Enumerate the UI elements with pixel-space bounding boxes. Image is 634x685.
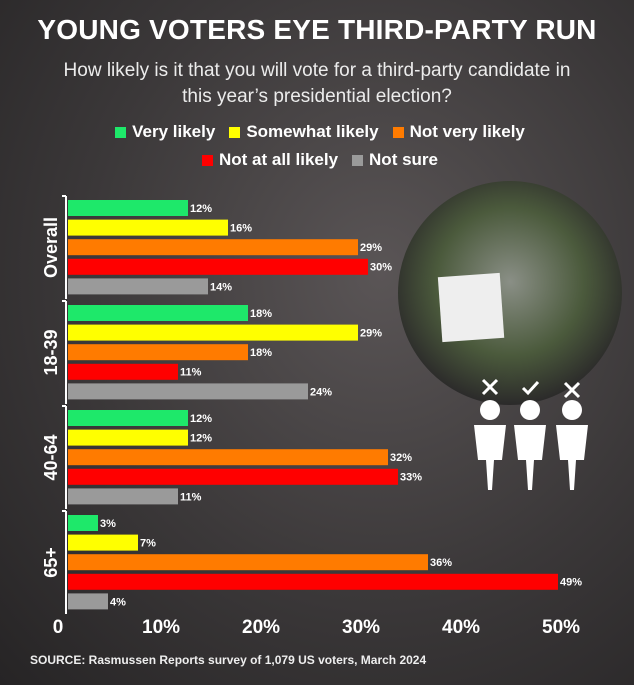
legend-label: Not sure [369, 150, 438, 169]
value-label: 32% [390, 452, 412, 464]
source: SOURCE: Rasmussen Reports survey of 1,07… [30, 653, 427, 667]
group-label: Overall [41, 217, 61, 278]
bar [68, 515, 98, 531]
value-label: 14% [210, 281, 232, 293]
x-tick-label: 30% [342, 617, 380, 638]
legend-label: Not at all likely [218, 150, 339, 169]
value-label: 12% [190, 433, 212, 445]
legend-item: Not at all likely [201, 150, 339, 170]
bar [68, 200, 188, 216]
group-label: 65+ [41, 547, 61, 578]
legend-item: Very likely [115, 122, 215, 142]
x-tick-label: 40% [442, 617, 480, 638]
group-label: 40-64 [41, 434, 61, 480]
legend-item: Not very likely [392, 122, 525, 142]
value-label: 7% [140, 538, 156, 550]
x-tick-label: 0 [53, 617, 64, 638]
bar [68, 219, 228, 236]
value-label: 11% [180, 367, 202, 379]
photo-circle [398, 181, 622, 405]
bar [68, 278, 208, 295]
value-label: 33% [400, 472, 422, 484]
value-label: 11% [180, 491, 202, 503]
legend-label: Somewhat likely [246, 122, 379, 141]
value-label: 18% [250, 347, 272, 359]
bar [68, 573, 558, 590]
value-label: 30% [370, 262, 392, 274]
legend-label: Very likely [132, 122, 216, 141]
bar [68, 410, 188, 426]
value-label: 18% [250, 308, 272, 320]
legend-swatch [392, 126, 404, 138]
bar [68, 344, 248, 361]
bar [68, 239, 358, 256]
bar [68, 449, 388, 466]
bar [68, 593, 108, 610]
legend: Very likely Somewhat likely Not very likel… [70, 122, 570, 170]
x-tick-label: 20% [242, 617, 280, 638]
bar [68, 534, 138, 551]
value-label: 49% [560, 577, 582, 589]
bar [68, 363, 178, 380]
value-label: 29% [360, 242, 382, 254]
x-tick-label: 10% [142, 617, 180, 638]
legend-item: Somewhat likely [229, 122, 379, 142]
legend-swatch [201, 154, 213, 166]
value-label: 3% [100, 518, 116, 530]
group-label: 18-39 [41, 329, 61, 375]
value-label: 24% [310, 386, 332, 398]
bar [68, 429, 188, 446]
bar [68, 488, 178, 505]
title: YOUNG VOTERS EYE THIRD-PARTY RUN [37, 14, 597, 45]
legend-swatch [115, 126, 127, 138]
icon-marks [481, 378, 581, 399]
legend-label: Not very likely [409, 122, 525, 141]
protest-sign [437, 272, 505, 343]
bar [68, 554, 428, 571]
value-label: 12% [190, 413, 212, 425]
bar [68, 258, 368, 275]
subtitle: How likely is it that you will vote for … [63, 60, 571, 107]
legend-swatch [352, 154, 364, 166]
value-label: 12% [190, 203, 212, 215]
bar [68, 324, 358, 341]
value-label: 29% [360, 328, 382, 340]
value-label: 36% [430, 557, 452, 569]
legend-item: Not sure [352, 150, 438, 170]
legend-swatch [229, 126, 241, 138]
bar [68, 305, 248, 321]
bar [68, 468, 398, 485]
x-tick-label: 50% [542, 617, 580, 638]
bar [68, 383, 308, 400]
people-icons [474, 400, 588, 490]
value-label: 4% [110, 596, 126, 608]
value-label: 16% [230, 223, 252, 235]
